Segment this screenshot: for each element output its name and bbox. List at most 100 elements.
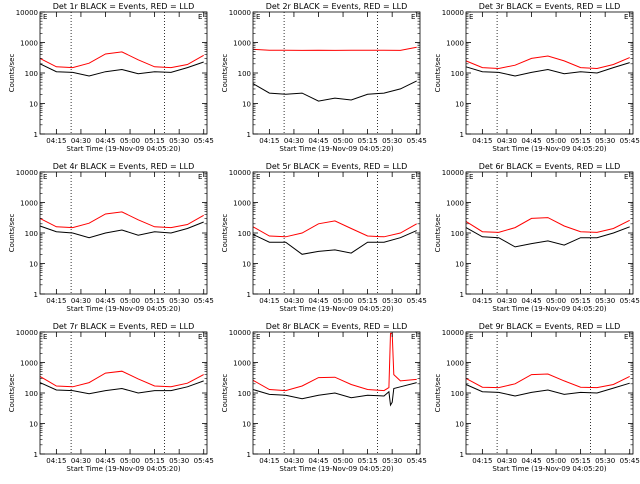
- x-tick-label: 05:30: [382, 137, 402, 145]
- y-tick-label: 10000: [442, 169, 464, 177]
- x-tick-label: 05:15: [358, 297, 378, 305]
- y-tick-label: 10: [242, 261, 251, 269]
- y-tick-label: 100: [451, 70, 464, 78]
- x-tick-label: 05:00: [546, 297, 566, 305]
- y-tick-label: 1: [460, 291, 464, 299]
- x-tick-label: 05:30: [382, 457, 402, 465]
- x-tick-label: 04:45: [521, 297, 541, 305]
- lld-series-line: [252, 332, 417, 392]
- panel-title: Det 2r BLACK = Events, RED = LLD: [266, 2, 408, 11]
- corner-mark: E: [256, 173, 260, 181]
- x-tick-label: 05:30: [169, 457, 189, 465]
- panel-title: Det 4r BLACK = Events, RED = LLD: [53, 162, 195, 171]
- x-tick-label: 05:00: [120, 297, 140, 305]
- x-tick-label: 05:30: [595, 457, 615, 465]
- y-tick-label: 1: [34, 451, 38, 459]
- x-tick-label: 05:15: [358, 137, 378, 145]
- y-tick-label: 1: [460, 451, 464, 459]
- corner-mark: E: [411, 13, 415, 21]
- events-series-line: [465, 382, 630, 397]
- x-axis-label: Start Time (19-Nov-09 04:05:20): [66, 465, 180, 473]
- x-tick-label: 04:45: [308, 297, 328, 305]
- y-axis-label: Counts/sec: [8, 214, 16, 253]
- y-tick-label: 10: [29, 261, 38, 269]
- panel-title: Det 6r BLACK = Events, RED = LLD: [479, 162, 621, 171]
- x-tick-label: 04:30: [71, 137, 91, 145]
- y-tick-label: 100: [25, 230, 38, 238]
- lld-series-line: [465, 217, 630, 233]
- events-series-line: [39, 221, 204, 239]
- panel-title: Det 8r BLACK = Events, RED = LLD: [266, 322, 408, 331]
- x-tick-label: 05:45: [194, 457, 214, 465]
- plot-frame: [39, 331, 208, 455]
- x-tick-label: 05:45: [620, 137, 640, 145]
- y-tick-label: 10000: [229, 329, 251, 337]
- panel-title: Det 3r BLACK = Events, RED = LLD: [479, 2, 621, 11]
- x-tick-label: 04:15: [259, 457, 279, 465]
- x-tick-label: 05:00: [546, 457, 566, 465]
- events-series-line: [465, 62, 630, 77]
- y-tick-label: 10000: [442, 9, 464, 17]
- plot-frame: [39, 11, 208, 135]
- x-tick-label: 05:15: [145, 457, 165, 465]
- panel-title: Det 1r BLACK = Events, RED = LLD: [53, 2, 195, 11]
- x-tick-label: 04:15: [46, 137, 66, 145]
- panel-title: Det 7r BLACK = Events, RED = LLD: [53, 322, 195, 331]
- plot-frame: [252, 11, 421, 135]
- x-tick-label: 04:15: [46, 457, 66, 465]
- lld-series-line: [39, 370, 204, 388]
- x-tick-label: 04:30: [284, 297, 304, 305]
- y-tick-label: 10000: [229, 169, 251, 177]
- y-tick-label: 1000: [233, 360, 251, 368]
- x-tick-label: 05:00: [333, 457, 353, 465]
- x-tick-label: 04:45: [95, 457, 115, 465]
- x-axis-label: Start Time (19-Nov-09 04:05:20): [492, 145, 606, 153]
- y-tick-label: 1: [247, 131, 251, 139]
- y-tick-label: 1: [460, 131, 464, 139]
- y-tick-label: 100: [451, 230, 464, 238]
- corner-mark: E: [411, 173, 415, 181]
- x-tick-label: 05:30: [595, 297, 615, 305]
- y-tick-label: 10: [29, 421, 38, 429]
- x-axis-label: Start Time (19-Nov-09 04:05:20): [279, 465, 393, 473]
- y-tick-label: 1000: [20, 40, 38, 48]
- y-tick-label: 100: [25, 390, 38, 398]
- corner-mark: E: [469, 333, 473, 341]
- lld-series-line: [465, 373, 630, 389]
- y-axis-label: Counts/sec: [221, 214, 229, 253]
- x-axis-label: Start Time (19-Nov-09 04:05:20): [492, 465, 606, 473]
- y-tick-label: 10: [455, 421, 464, 429]
- events-series-line: [252, 230, 417, 255]
- events-series-line: [465, 226, 630, 248]
- x-tick-label: 04:45: [308, 137, 328, 145]
- x-tick-label: 04:15: [259, 297, 279, 305]
- x-tick-label: 04:45: [95, 137, 115, 145]
- events-series-line: [39, 61, 204, 77]
- y-tick-label: 10000: [16, 169, 38, 177]
- y-tick-label: 10000: [16, 9, 38, 17]
- y-axis-label: Counts/sec: [8, 374, 16, 413]
- x-tick-label: 05:45: [407, 137, 427, 145]
- corner-mark: E: [256, 333, 260, 341]
- corner-mark: E: [256, 13, 260, 21]
- y-tick-label: 10000: [229, 9, 251, 17]
- lld-series-line: [252, 220, 417, 238]
- y-tick-label: 10: [29, 101, 38, 109]
- y-tick-label: 1000: [20, 200, 38, 208]
- x-tick-label: 04:30: [71, 297, 91, 305]
- lld-series-line: [39, 51, 204, 69]
- x-tick-label: 04:15: [472, 137, 492, 145]
- y-tick-label: 100: [238, 230, 251, 238]
- x-tick-label: 05:15: [145, 297, 165, 305]
- x-tick-label: 04:30: [497, 137, 517, 145]
- lld-series-line: [252, 46, 417, 51]
- corner-mark: E: [198, 333, 202, 341]
- corner-mark: E: [624, 13, 628, 21]
